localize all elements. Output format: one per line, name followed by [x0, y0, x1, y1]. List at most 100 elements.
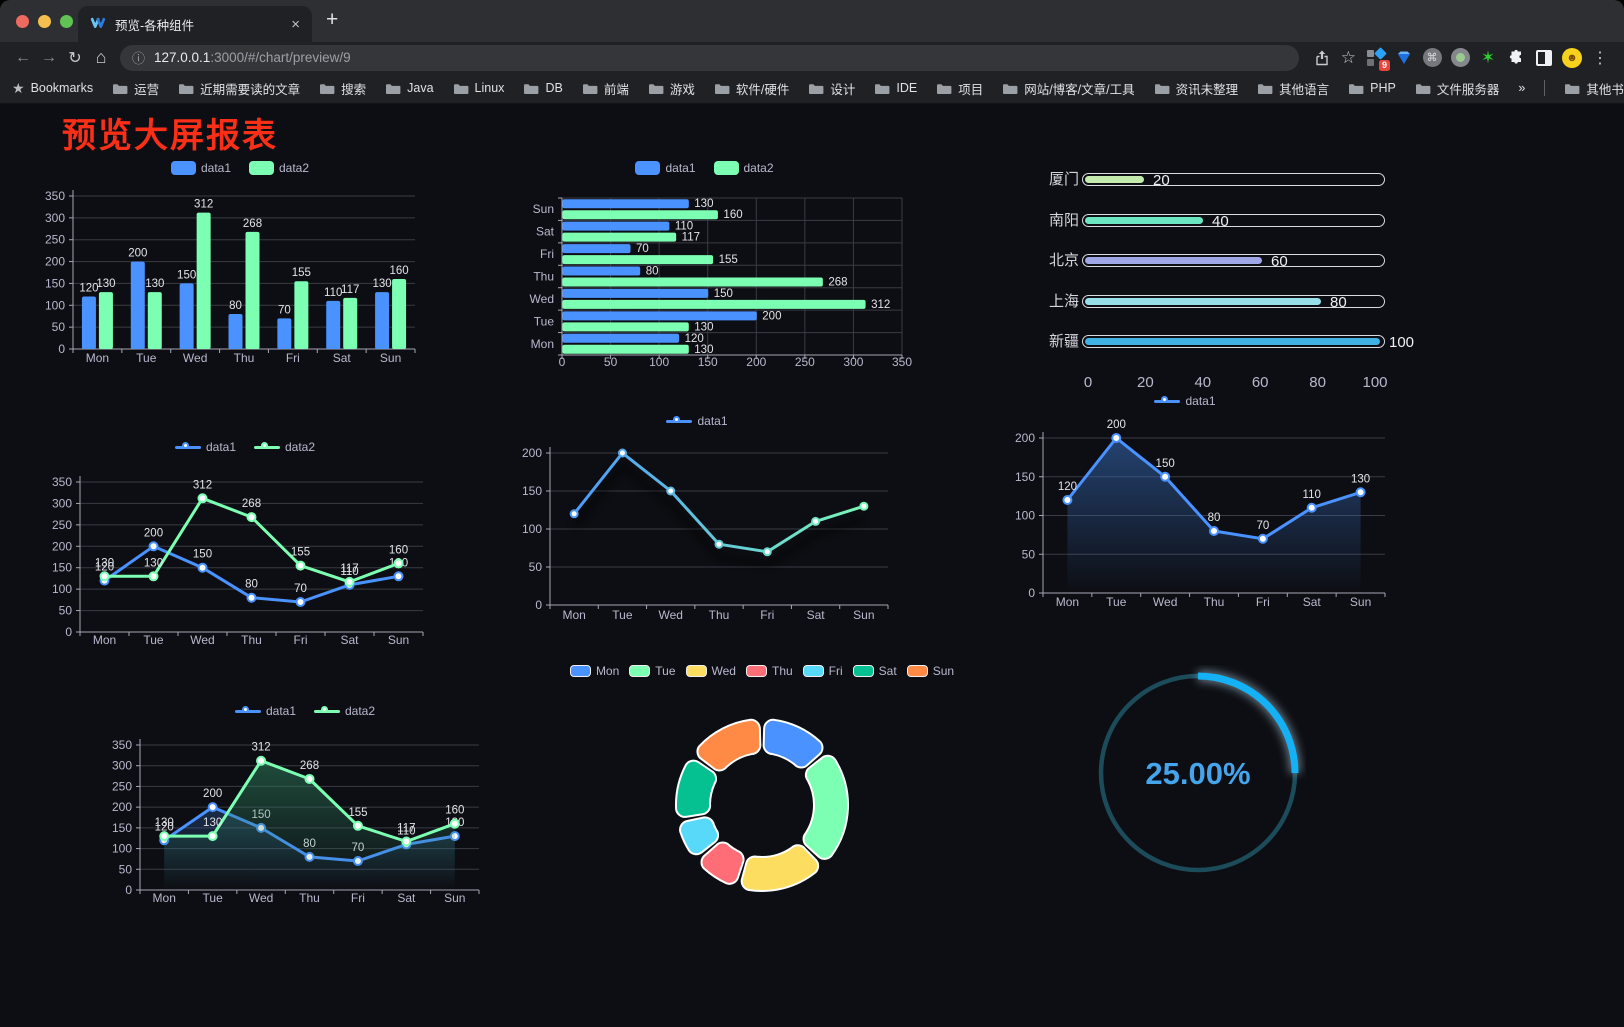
bookmark-folder-item[interactable]: 前端: [582, 79, 629, 98]
donut-slice-mon[interactable]: [762, 718, 824, 769]
folder-icon: [178, 82, 194, 95]
page-title: 预览大屏报表: [62, 117, 278, 155]
home-icon[interactable]: ⌂: [95, 47, 107, 67]
svg-text:Sun: Sun: [380, 351, 401, 365]
svg-text:Thu: Thu: [241, 633, 262, 647]
svg-text:300: 300: [45, 211, 65, 225]
close-window-button[interactable]: [16, 15, 29, 28]
extension-gem-icon[interactable]: [1393, 47, 1415, 69]
extensions-puzzle-icon[interactable]: [1505, 47, 1527, 69]
chart-legend: data1 data2: [45, 440, 445, 454]
svg-text:Mon: Mon: [1056, 595, 1079, 609]
svg-text:Fri: Fri: [286, 351, 300, 365]
minimize-window-button[interactable]: [38, 15, 51, 28]
bookmark-star-icon[interactable]: ☆: [1340, 47, 1356, 67]
legend-item[interactable]: Thu: [745, 664, 793, 678]
legend-item[interactable]: data2: [254, 440, 315, 454]
bar-chart-svg: 0 50 100 150 200 250 300 350 Mon Tue Wed Thu Fri Sat S…: [45, 189, 416, 365]
bookmark-folder-item[interactable]: 设计: [808, 79, 855, 98]
legend-item[interactable]: Fri: [802, 664, 843, 678]
extension-dot-icon[interactable]: [1449, 47, 1471, 69]
svg-text:130: 130: [694, 344, 713, 356]
reload-icon[interactable]: ↻: [68, 49, 82, 67]
legend-item[interactable]: data1: [666, 414, 728, 428]
svg-text:130: 130: [694, 321, 713, 333]
new-tab-button[interactable]: +: [326, 8, 339, 31]
avatar-emoji-icon[interactable]: ☻: [1561, 47, 1583, 69]
bookmark-folder-item[interactable]: 搜索: [319, 79, 366, 98]
extension-star-icon[interactable]: ✶: [1480, 47, 1496, 67]
zoom-window-button[interactable]: [60, 15, 73, 28]
legend-item[interactable]: Sun: [906, 664, 954, 678]
forward-icon[interactable]: →: [41, 48, 57, 66]
legend-item[interactable]: data1: [234, 704, 296, 718]
bookmark-folder-item[interactable]: 资讯未整理: [1154, 79, 1238, 98]
url-path: :3000/#/chart/preview/9: [210, 49, 351, 65]
bookmark-folder-item[interactable]: 其他语言: [1257, 79, 1329, 98]
address-bar[interactable]: ⓘ 127.0.0.1:3000/#/chart/preview/9: [120, 44, 1299, 71]
legend-item[interactable]: data2: [314, 704, 375, 718]
extension-grid-icon[interactable]: 9: [1365, 46, 1390, 71]
svg-text:150: 150: [52, 561, 72, 575]
back-icon[interactable]: ←: [15, 48, 31, 66]
bookmark-folder-item[interactable]: 项目: [936, 79, 983, 98]
legend-item[interactable]: data1: [1154, 394, 1216, 408]
svg-text:50: 50: [59, 604, 73, 618]
svg-text:268: 268: [242, 498, 261, 510]
bookmarks-manager-item[interactable]: ★ Bookmarks: [12, 79, 94, 96]
svg-text:Fri: Fri: [540, 247, 554, 261]
bookmark-folder-item[interactable]: 软件/硬件: [714, 79, 789, 98]
svg-text:312: 312: [871, 299, 890, 311]
line-chart-svg: 0 50 100 150 200 250 300 350 Mon Tue Wed Thu Fri Sat S…: [52, 475, 424, 647]
share-icon[interactable]: [1315, 50, 1329, 66]
donut-slice-wed[interactable]: [740, 844, 820, 892]
svg-text:117: 117: [682, 232, 700, 244]
svg-text:160: 160: [723, 209, 742, 221]
svg-text:100: 100: [52, 582, 72, 596]
legend-marker-icon: [254, 441, 280, 453]
bookmarks-separator: [1544, 80, 1546, 96]
progress-row-label: 厦门: [1048, 171, 1079, 188]
legend-item[interactable]: Mon: [569, 664, 619, 678]
extension-circle-icon[interactable]: ⌘: [1421, 47, 1443, 69]
svg-text:Sat: Sat: [340, 633, 359, 647]
folder-icon: [582, 82, 598, 95]
donut-slice-sun[interactable]: [696, 718, 762, 772]
svg-text:350: 350: [892, 355, 912, 369]
svg-text:130: 130: [155, 817, 174, 829]
profile-frame-icon[interactable]: [1533, 47, 1555, 69]
donut-slice-fri[interactable]: [679, 816, 720, 856]
browser-tab[interactable]: 预览-各种组件 ×: [78, 6, 312, 42]
site-info-icon[interactable]: ⓘ: [132, 51, 146, 66]
bookmark-folder-item[interactable]: 近期需要读的文章: [178, 79, 300, 98]
legend-item[interactable]: data1: [635, 161, 696, 175]
progress-axis-tick: 20: [1137, 374, 1154, 391]
browser-menu-icon[interactable]: ⋮: [1592, 49, 1608, 67]
svg-text:350: 350: [45, 189, 65, 203]
svg-text:0: 0: [535, 598, 542, 612]
legend-item[interactable]: Tue: [629, 664, 676, 678]
bookmark-folder-item[interactable]: 网站/博客/文章/工具: [1002, 79, 1135, 98]
other-bookmarks-folder[interactable]: 其他书签: [1564, 79, 1624, 98]
bookmarks-overflow-chevron[interactable]: »: [1518, 81, 1526, 95]
progress-row: 厦门 20: [1005, 172, 1405, 192]
bookmark-folder-item[interactable]: PHP: [1348, 81, 1396, 95]
bookmark-folder-item[interactable]: Java: [385, 81, 434, 95]
bookmark-folder-item[interactable]: 文件服务器: [1415, 79, 1499, 98]
bookmark-folder-item[interactable]: DB: [523, 81, 563, 95]
legend-item[interactable]: data2: [249, 161, 309, 175]
donut-slice-sat[interactable]: [675, 759, 718, 818]
legend-marker-icon: [249, 161, 274, 175]
donut-slice-tue[interactable]: [802, 754, 849, 860]
bookmark-folder-item[interactable]: Linux: [453, 81, 504, 95]
legend-item[interactable]: data1: [174, 440, 236, 454]
legend-item[interactable]: Wed: [685, 664, 736, 678]
bookmark-folder-item[interactable]: 运营: [112, 79, 159, 98]
bookmark-folder-item[interactable]: IDE: [874, 81, 917, 95]
legend-item[interactable]: Sat: [852, 664, 897, 678]
bookmark-folder-item[interactable]: 游戏: [648, 79, 695, 98]
tab-close-icon[interactable]: ×: [291, 15, 300, 33]
donut-slice-thu[interactable]: [700, 841, 745, 885]
legend-item[interactable]: data1: [170, 161, 231, 175]
legend-item[interactable]: data2: [713, 161, 774, 175]
